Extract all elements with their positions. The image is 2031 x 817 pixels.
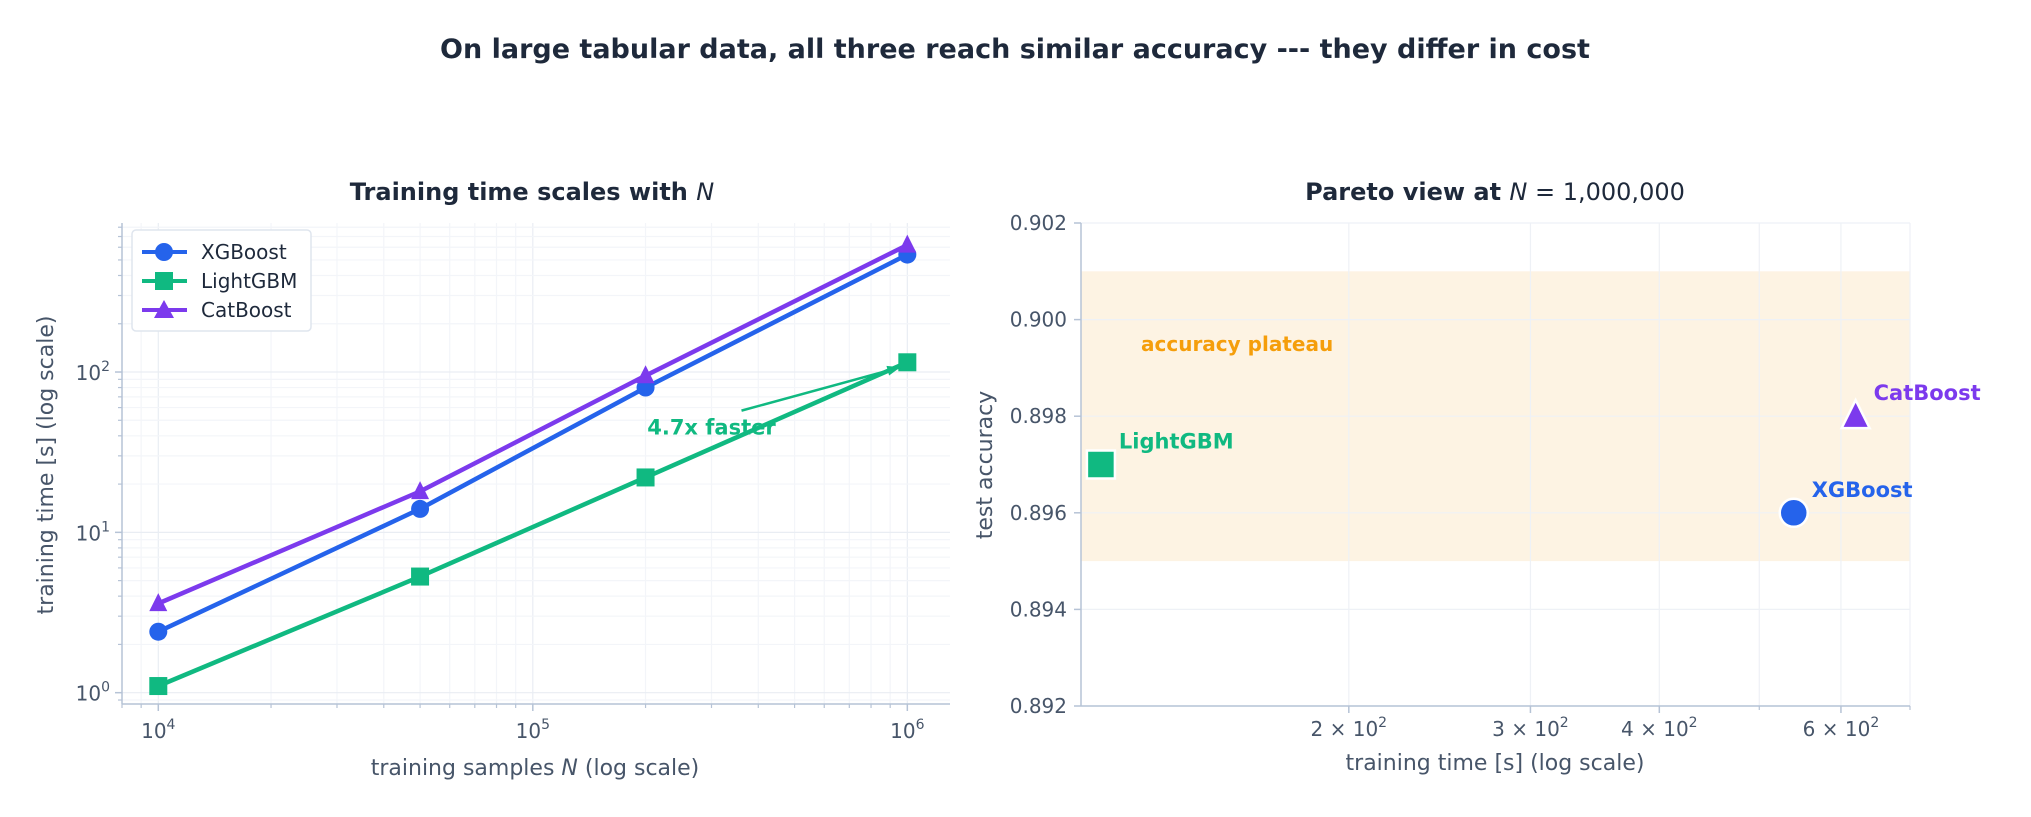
point-catboost — [149, 593, 168, 612]
right-y-axis-label: test accuracy — [973, 391, 998, 540]
right-x-tick-label-1-exp: 2 — [1560, 715, 1569, 731]
point-label-lightgbm: LightGBM — [1119, 430, 1234, 454]
left-y-tick-label-1-base: 10 — [76, 521, 101, 545]
left-y-tick-label-1: 101 — [76, 519, 110, 545]
left-y-tick-label-2-exp: 2 — [101, 359, 110, 375]
left-y-tick-label-0: 100 — [76, 680, 110, 706]
right-x-axis-label: training time [s] (log scale) — [1346, 751, 1645, 776]
right-y-tick-label-3: 0.898 — [1010, 404, 1067, 428]
annotation-arrow — [741, 366, 901, 412]
right-y-tick-label-1: 0.894 — [1010, 597, 1067, 621]
point-catboost — [898, 234, 917, 253]
point-lightgbm — [1085, 449, 1117, 480]
legend-item-xgboost: XGBoost — [142, 240, 287, 264]
left-x-tick-label-1-exp: 5 — [541, 717, 550, 733]
legend-label-xgboost: XGBoost — [201, 240, 287, 264]
series-line-lightgbm — [157, 360, 909, 689]
point-label-catboost: CatBoost — [1874, 381, 1981, 405]
left-axes — [121, 223, 950, 705]
left-chart-title: Training time scales with N — [350, 178, 714, 206]
right-y-tick-label-4: 0.900 — [1010, 308, 1067, 332]
right-x-tick-label-1: 3 × 102 — [1492, 715, 1569, 741]
left-x-tick-label-2-exp: 6 — [916, 717, 925, 733]
left-x-tick-label-1: 105 — [516, 717, 550, 743]
right-x-tick-label-3-base: 6 × 10 — [1803, 717, 1871, 741]
legend-marker-lightgbm — [155, 272, 173, 290]
left-x-tick-label-0-base: 10 — [141, 719, 166, 743]
legend-item-lightgbm: LightGBM — [142, 269, 297, 293]
right-chart-title: Pareto view at N = 1,000,000 — [1305, 178, 1685, 206]
figure-title: On large tabular data, all three reach s… — [440, 34, 1590, 65]
left-x-tick-label-1-base: 10 — [516, 719, 541, 743]
left-x-tick-label-2: 106 — [890, 717, 924, 743]
point-xgboost — [149, 622, 168, 641]
point-lightgbm — [636, 468, 655, 487]
right-points: XGBoost LightGBM CatBoost — [1085, 381, 1981, 529]
point-lightgbm — [149, 677, 168, 696]
left-y-tick-label-2-base: 10 — [76, 361, 101, 385]
right-axes — [1080, 223, 1910, 707]
point-xgboost — [1778, 497, 1809, 529]
right-y-tick-label-5: 0.902 — [1010, 211, 1067, 235]
right-x-tick-label-3: 6 × 102 — [1803, 715, 1880, 741]
left-y-tick-label-2: 102 — [76, 359, 110, 385]
legend: XGBoost LightGBM CatBoost — [131, 229, 312, 332]
point-lightgbm — [411, 567, 430, 586]
right-x-tick-label-0: 2 × 102 — [1311, 715, 1388, 741]
annotation-text: 4.7x faster — [647, 416, 776, 440]
point-catboost — [411, 481, 430, 500]
point-label-xgboost: XGBoost — [1812, 478, 1913, 502]
legend-marker-xgboost — [155, 243, 173, 261]
left-y-tick-label-0-exp: 0 — [101, 680, 110, 696]
series-line-xgboost — [157, 252, 909, 634]
left-series — [149, 234, 917, 696]
point-xgboost — [411, 499, 430, 518]
right-x-tick-label-0-exp: 2 — [1378, 715, 1387, 731]
legend-label-catboost: CatBoost — [201, 298, 292, 322]
accuracy-plateau-label: accuracy plateau — [1141, 332, 1333, 356]
point-lightgbm — [898, 353, 917, 372]
right-x-tick-label-0-base: 2 × 10 — [1311, 717, 1379, 741]
left-y-axis-label: training time [s] (log scale) — [34, 316, 59, 615]
left-y-tick-label-1-exp: 1 — [101, 519, 110, 535]
right-y-tick-label-2: 0.896 — [1010, 501, 1067, 525]
point-catboost — [636, 365, 655, 384]
left-x-tick-label-0: 104 — [141, 717, 175, 743]
training-time-chart: Training time scales with N 104 105 106100… — [34, 178, 950, 781]
right-x-tick-label-3-exp: 2 — [1870, 715, 1879, 731]
left-x-tick-label-2-base: 10 — [890, 719, 915, 743]
speedup-annotation: 4.7x faster — [647, 365, 901, 440]
right-x-tick-label-1-base: 3 × 10 — [1492, 717, 1560, 741]
right-x-tick-label-2: 4 × 102 — [1621, 715, 1698, 741]
left-x-tick-label-0-exp: 4 — [167, 717, 176, 733]
right-x-tick-label-2-exp: 2 — [1689, 715, 1698, 731]
left-grid — [121, 223, 950, 704]
series-line-catboost — [157, 242, 909, 606]
point-catboost — [1839, 397, 1872, 430]
legend-item-catboost: CatBoost — [142, 298, 292, 322]
left-x-axis-label: training samples N (log scale) — [371, 756, 700, 781]
left-y-tick-label-0-base: 10 — [76, 682, 101, 706]
right-y-tick-label-0: 0.892 — [1010, 694, 1067, 718]
legend-box — [131, 229, 312, 332]
legend-label-lightgbm: LightGBM — [201, 269, 297, 293]
legend-marker-catboost — [154, 300, 174, 318]
right-x-tick-label-2-base: 4 × 10 — [1621, 717, 1689, 741]
pareto-chart: Pareto view at N = 1,000,000 0.892 0.894 0… — [973, 178, 1981, 776]
annotation-arrowhead — [886, 365, 901, 376]
